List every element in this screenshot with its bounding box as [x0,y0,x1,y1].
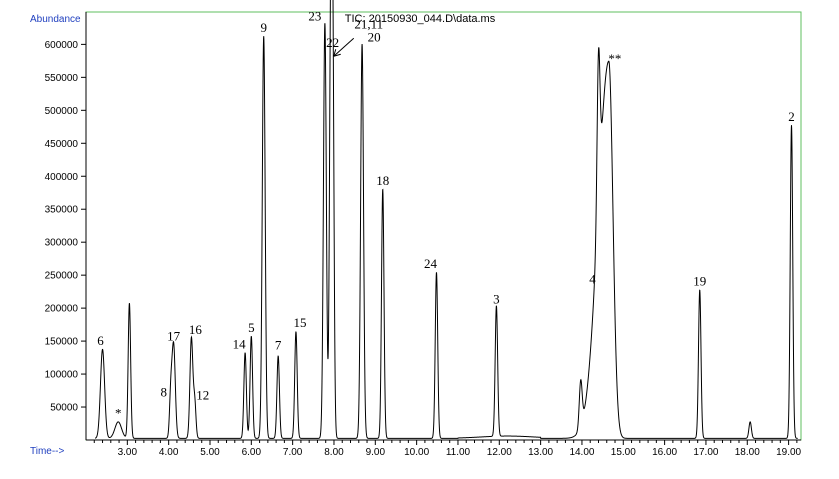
annotation-arrow [333,37,355,57]
y-tick-label: 100000 [45,370,79,381]
tic-line [94,0,798,439]
peak-label: 24 [424,256,438,271]
peak-label: 16 [189,322,203,337]
x-tick-label: 7.00 [283,447,303,458]
peak-label: 12 [196,388,209,403]
chart-title: TIC: 20150930_044.D\data.ms [345,13,496,25]
y-tick-label: 600000 [45,40,79,51]
peak-label: 14 [233,336,247,351]
y-tick-label: 200000 [45,304,79,315]
peak-label: 18 [376,173,389,188]
y-tick-label: 400000 [45,172,79,183]
x-tick-label: 10.00 [404,447,429,458]
x-axis-title: Time--> [30,446,65,457]
y-tick-label: 250000 [45,271,79,282]
peak-label: 2 [788,109,795,124]
peak-label: 6 [97,333,104,348]
x-tick-label: 14.00 [569,447,594,458]
x-tick-label: 16.00 [652,447,677,458]
peak-label: 5 [248,320,255,335]
x-tick-label: 15.00 [611,447,636,458]
y-tick-label: 300000 [45,238,79,249]
peak-label: * [115,406,122,421]
y-tick-label: 450000 [45,139,79,150]
peak-label: 7 [275,338,282,353]
x-tick-label: 11.00 [446,447,471,458]
x-tick-label: 17.00 [693,447,718,458]
x-tick-label: 6.00 [242,447,262,458]
x-tick-label: 5.00 [200,447,220,458]
peak-label: 20 [368,30,381,45]
peak-label: 21,11 [354,16,383,31]
x-tick-label: 9.00 [366,447,386,458]
x-tick-label: 19.00 [776,447,801,458]
peak-label: ** [608,51,621,66]
x-axis-ticks: 3.00 4.00 5.00 6.00 7.00 8.00 9.00 10.00 11.00 12… [93,440,802,458]
peak-label: 19 [693,274,706,289]
y-tick-label: 500000 [45,106,79,117]
x-tick-label: 12.00 [487,447,512,458]
x-tick-label: 8.00 [324,447,344,458]
annotation-arrowhead [333,49,341,57]
x-tick-label: 13.00 [528,447,553,458]
y-tick-label: 50000 [50,403,78,414]
y-axis-title: Abundance [30,14,81,25]
peak-label: 4 [589,272,596,287]
peak-label: 22 [326,35,339,50]
x-tick-label: 4.00 [159,447,179,458]
peak-label: 17 [167,328,181,343]
peak-label: 15 [293,315,306,330]
peak-label: 9 [260,20,267,35]
y-tick-label: 350000 [45,205,79,216]
peak-label: 3 [493,291,500,306]
y-tick-label: 150000 [45,337,79,348]
y-tick-label: 550000 [45,73,79,84]
annotations [333,37,355,57]
y-axis-ticks: 50000 100000 150000 200000 250000 300000 35000… [45,40,86,414]
tic-trace [94,0,798,439]
peak-label: 23 [308,9,321,24]
peak-label: 8 [160,384,167,399]
x-tick-label: 3.00 [118,447,138,458]
x-tick-label: 18.00 [735,447,760,458]
